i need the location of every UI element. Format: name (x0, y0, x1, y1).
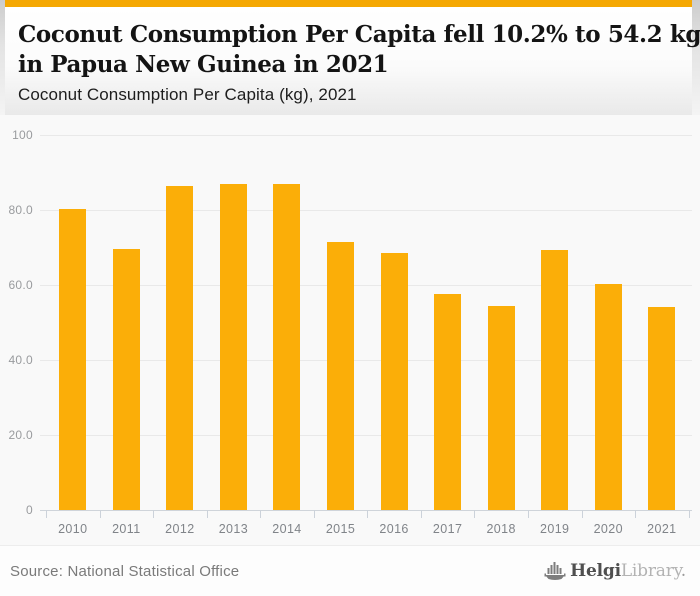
x-axis-tick (206, 510, 208, 518)
y-axis-tick-label: 20.0 (8, 428, 33, 442)
logo-helgi: Helgi (570, 561, 621, 581)
bar-2018[interactable] (487, 305, 515, 510)
x-axis-tick (313, 510, 315, 518)
x-axis-label-2013: 2013 (218, 522, 249, 536)
x-axis-label-2012: 2012 (165, 522, 195, 536)
y-axis-tick-label: 80.0 (8, 203, 33, 217)
x-axis-label-2020: 2020 (593, 522, 623, 536)
bar-2021[interactable] (648, 306, 676, 510)
page-title-line-1: Coconut Consumption Per Capita fell 10.2… (18, 21, 700, 48)
gridline (40, 210, 692, 211)
logo-dot: . (680, 561, 686, 581)
x-axis-label-2017: 2017 (432, 522, 463, 536)
x-axis-tick (153, 510, 155, 518)
bar-2019[interactable] (541, 249, 569, 510)
x-axis-tick (527, 510, 529, 518)
accent-strip (5, 0, 692, 7)
logo-library: Library (620, 561, 681, 581)
x-axis-tick (688, 510, 690, 518)
x-axis-tick (420, 510, 422, 518)
x-axis-line (40, 510, 692, 511)
footer: Source: National Statistical Office Helg… (0, 545, 700, 596)
x-axis-tick (99, 510, 101, 518)
y-axis-tick-label: 100 (12, 128, 33, 142)
bar-2010[interactable] (59, 208, 87, 510)
x-axis-tick (260, 510, 262, 518)
bar-2016[interactable] (380, 252, 408, 510)
x-axis-tick (367, 510, 369, 518)
page-title-line-2: in Papua New Guinea in 2021 (18, 51, 389, 78)
y-axis-tick-label: 0 (26, 503, 33, 517)
logo-text: HelgiLibrary. (570, 561, 686, 581)
y-axis-tick-label: 40.0 (8, 353, 33, 367)
bar-2011[interactable] (112, 248, 140, 510)
chart-subtitle: Coconut Consumption Per Capita (kg), 202… (18, 85, 357, 104)
helgi-library-logo[interactable]: HelgiLibrary. (544, 561, 686, 581)
x-axis-tick (474, 510, 476, 518)
helgi-ship-icon (544, 562, 566, 580)
x-axis-label-2016: 2016 (379, 522, 409, 536)
gridline (40, 285, 692, 286)
header: Coconut Consumption Per Capita fell 10.2… (5, 7, 700, 115)
x-axis-label-2011: 2011 (112, 522, 141, 536)
x-axis-label-2019: 2019 (540, 522, 570, 536)
x-axis-label-2018: 2018 (486, 522, 516, 536)
gridline (40, 135, 692, 136)
x-axis-tick (581, 510, 583, 518)
bar-chart: 100 80.0 60.0 40.0 20.0 0 2010 2011 2012 2013 2014… (0, 115, 700, 545)
source-label: Source: National Statistical Office (10, 562, 240, 580)
header-wrap: Coconut Consumption Per Capita fell 10.2… (0, 0, 700, 115)
x-axis-label-2021: 2021 (647, 522, 677, 536)
bar-2013[interactable] (219, 184, 247, 510)
bar-2014[interactable] (273, 184, 301, 510)
x-axis-tick (635, 510, 637, 518)
bar-2017[interactable] (434, 293, 462, 510)
x-axis-label-2014: 2014 (272, 522, 302, 536)
y-axis-tick-label: 60.0 (8, 278, 33, 292)
x-axis-tick (46, 510, 47, 518)
gridline (40, 435, 692, 436)
x-axis-label-2010: 2010 (58, 522, 88, 536)
bar-2012[interactable] (166, 186, 194, 510)
bar-2020[interactable] (594, 283, 622, 510)
bar-2015[interactable] (327, 241, 355, 510)
x-axis-label-2015: 2015 (325, 522, 356, 536)
gridline (40, 360, 692, 361)
